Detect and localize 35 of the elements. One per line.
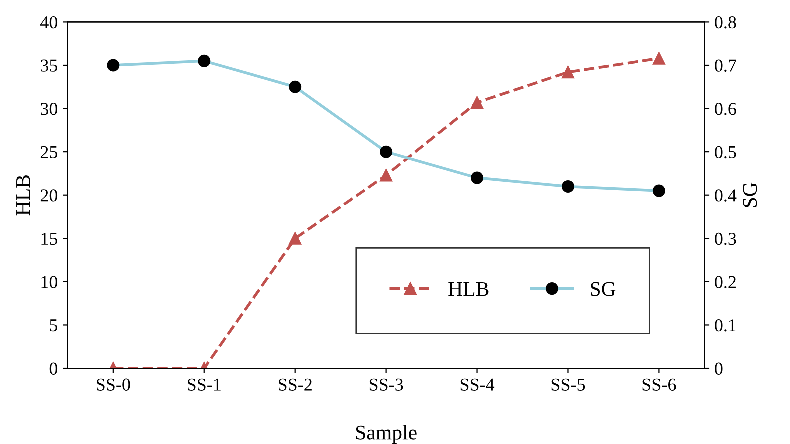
y-tick-label: 5 [50,320,58,332]
y-tick-label: 35 [41,60,58,72]
x-tick-label: SS-6 [642,378,676,391]
point [471,96,484,109]
y-tick-label: 20 [40,190,58,202]
y-axis-title: HLB [16,176,30,216]
y-tick-label: 30 [41,103,58,116]
point [562,66,574,79]
y2-tick-label: 0.6 [715,103,736,116]
y2-axis-title: SG [743,182,758,208]
y2-tick-label: 0.1 [715,319,736,332]
y-tick-label: 0 [50,362,58,375]
x-tick-label: SS-4 [460,378,495,391]
x-tick-label: SS-5 [552,378,586,391]
point [289,232,302,245]
y-tick-label: 15 [42,232,58,246]
point [380,169,393,182]
y-tick-label: 25 [40,146,58,159]
legend-label: SG [591,282,616,296]
x-tick-label: SS-3 [370,378,404,391]
y2-tick-label: 0.5 [715,146,736,159]
y-tick-label: 10 [42,276,58,288]
point [652,52,666,65]
y2-tick-label: 0.4 [715,190,737,202]
y-tick-label: 40 [40,16,58,29]
y2-tick-label: 0.2 [715,276,736,288]
x-tick-label: SS-2 [278,378,312,391]
y2-tick-label: 0.8 [715,16,736,29]
y2-tick-label: 0 [715,362,723,375]
x-tick-label: SS-1 [188,378,221,391]
y2-tick-label: 0.7 [715,60,736,72]
x-tick-label: SS-0 [97,378,130,391]
x-axis-title: Sample [356,425,417,444]
legend-label: HLB [448,282,489,296]
y2-tick-label: 0.3 [715,232,736,246]
